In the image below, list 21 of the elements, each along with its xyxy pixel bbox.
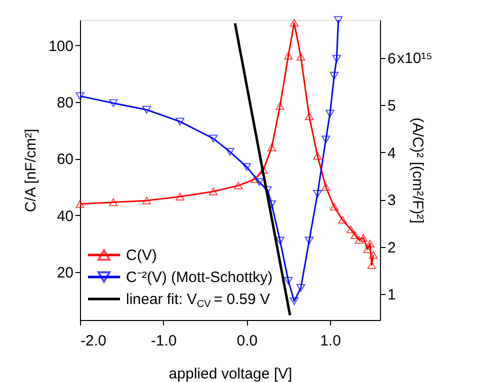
- x-tick-label: -1.0: [150, 332, 177, 350]
- legend-label: C(V): [126, 247, 157, 264]
- y2-tick-label: 2: [388, 239, 396, 256]
- y2-axis-title: (A/C)² [(cm²/F)²]: [408, 118, 426, 224]
- y2-tick-label: 4: [388, 144, 396, 162]
- x-tick-label: 1.0: [320, 332, 341, 350]
- y2-tick-label: 3: [388, 192, 396, 210]
- y2-tick-label: 5: [388, 98, 396, 115]
- y2-tick-label: 1: [388, 286, 396, 304]
- legend-label: C⁻²(V) (Mott-Schottky): [126, 269, 273, 286]
- x-tick-label: -2.0: [80, 332, 106, 350]
- y2-tick-label: 6: [388, 50, 396, 68]
- y-tick-label: 60: [56, 151, 74, 168]
- y-axis-title: C/A [nF/cm²]: [22, 128, 40, 212]
- text: x10¹⁵: [397, 50, 432, 67]
- y-tick-label: 100: [48, 38, 74, 55]
- x-tick-label: 0.0: [236, 332, 258, 350]
- y-tick-label: 40: [56, 208, 74, 225]
- y-tick-label: 80: [56, 94, 74, 112]
- x-axis-title: applied voltage [V]: [168, 366, 292, 382]
- y-tick-label: 20: [56, 264, 74, 282]
